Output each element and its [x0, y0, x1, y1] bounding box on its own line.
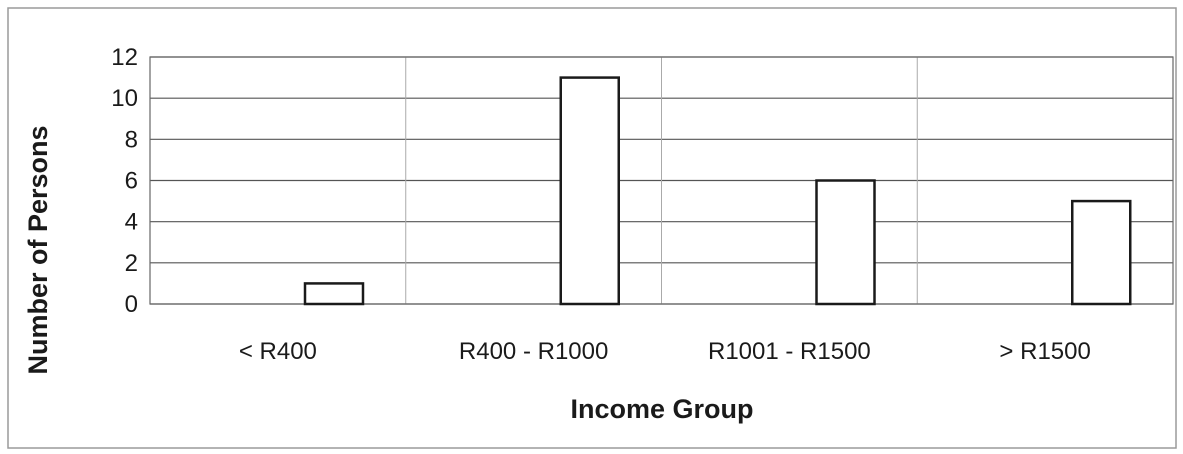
y-tick-label-1: 2	[125, 250, 138, 277]
bar-0	[303, 282, 365, 306]
bars	[303, 76, 1132, 306]
y-axis-title: Number of Persons	[23, 125, 53, 374]
category-dividers	[405, 57, 918, 304]
y-axis-tick-labels: 0 2 4 6 8 10 12	[111, 44, 138, 318]
x-tick-label-3: > R1500	[999, 338, 1090, 365]
x-tick-label-0: < R400	[239, 338, 317, 365]
y-tick-label-0: 0	[125, 291, 138, 318]
bar-1	[559, 76, 620, 306]
x-axis-tick-labels: < R400 R400 - R1000 R1001 - R1500 > R1500	[239, 338, 1091, 365]
plot-area-frame	[149, 56, 1174, 305]
x-tick-label-1: R400 - R1000	[459, 338, 608, 365]
y-tick-label-2: 4	[125, 209, 138, 236]
bar-2	[815, 179, 876, 306]
bar-3	[1071, 199, 1132, 306]
y-tick-label-5: 10	[111, 85, 138, 112]
x-axis-title: Income Group	[570, 394, 753, 424]
x-tick-label-2: R1001 - R1500	[708, 338, 871, 365]
y-tick-label-3: 6	[125, 168, 138, 195]
y-tick-label-4: 8	[125, 126, 138, 153]
y-tick-label-6: 12	[111, 44, 138, 71]
